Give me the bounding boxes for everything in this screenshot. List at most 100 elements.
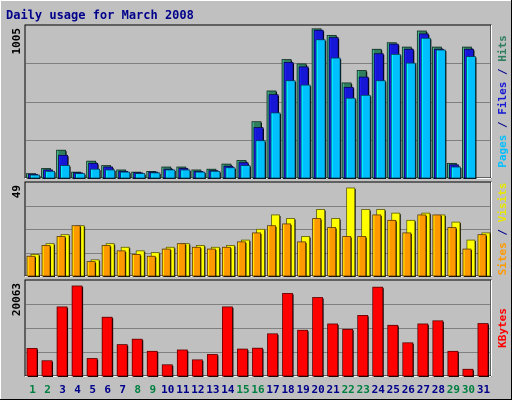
day-label-9: 9 (149, 383, 156, 396)
bar-pages-day-28 (435, 49, 447, 180)
day-label-15: 15 (236, 383, 249, 396)
day-label-23: 23 (357, 383, 370, 396)
bar-pages-day-2 (45, 171, 56, 179)
bar-kbytes-day-31 (477, 323, 489, 377)
day-label-30: 30 (462, 383, 475, 396)
bar-sites-day-8 (131, 254, 142, 277)
day-label-18: 18 (281, 383, 294, 396)
bar-sites-day-18 (282, 223, 292, 277)
bar-kbytes-day-22 (342, 328, 354, 377)
bar-kbytes-day-5 (86, 358, 99, 377)
panel-visits-sites: 49 Sites / Visits (10, 181, 509, 277)
bar-sites-day-11 (176, 243, 187, 277)
y-max-label: 49 (10, 185, 23, 198)
bar-kbytes-day-16 (252, 347, 264, 377)
bar-kbytes-day-19 (297, 329, 309, 377)
bar-sites-day-4 (71, 225, 82, 277)
y-max-label: 1005 (10, 28, 23, 55)
day-label-13: 13 (206, 383, 219, 396)
bar-pages-day-20 (315, 39, 327, 179)
bar-kbytes-day-29 (447, 350, 459, 377)
bar-pages-day-15 (240, 165, 251, 179)
bar-pages-day-12 (195, 171, 206, 179)
bar-kbytes-day-14 (222, 306, 234, 377)
bar-pages-day-13 (210, 171, 221, 179)
bar-kbytes-day-7 (116, 344, 129, 377)
bar-kbytes-day-27 (417, 323, 429, 377)
bar-sites-day-28 (432, 214, 442, 277)
bar-kbytes-day-21 (327, 323, 339, 377)
bar-pages-day-27 (420, 37, 432, 180)
bar-sites-day-20 (312, 218, 322, 277)
day-label-12: 12 (191, 383, 204, 396)
bar-kbytes-day-11 (176, 349, 189, 377)
bar-kbytes-day-2 (41, 360, 54, 377)
bar-kbytes-day-15 (237, 348, 249, 377)
bar-sites-day-6 (101, 245, 112, 277)
bar-kbytes-day-30 (462, 368, 474, 377)
bar-sites-day-14 (222, 246, 232, 277)
bar-pages-day-29 (451, 166, 462, 179)
bar-pages-day-18 (285, 80, 297, 179)
bar-pages-day-16 (255, 140, 266, 179)
panel-kbytes: 20063 KBytes (10, 279, 509, 377)
day-label-29: 29 (447, 383, 460, 396)
day-label-8: 8 (134, 383, 141, 396)
day-label-31: 31 (477, 383, 491, 396)
day-label-26: 26 (402, 383, 416, 396)
bar-kbytes-day-13 (206, 354, 219, 377)
day-label-2: 2 (44, 383, 51, 396)
day-label-7: 7 (119, 383, 126, 396)
day-label-16: 16 (251, 383, 265, 396)
day-label-28: 28 (432, 383, 445, 396)
bar-sites-day-22 (342, 236, 352, 277)
panel-pages-files-hits: 1005 Pages / Files / Hits (10, 24, 509, 180)
bar-kbytes-day-25 (387, 324, 399, 377)
bar-pages-day-5 (90, 168, 101, 179)
bar-sites-day-25 (387, 219, 397, 277)
bar-sites-day-2 (41, 245, 52, 277)
day-labels: 1 2 3 4 5 6 7 8 9 10 11 12 13 14 15 16 17 18 19 20 21 22 23 24 2… (29, 383, 490, 396)
bar-pages-day-7 (120, 171, 131, 179)
bar-sites-day-3 (56, 236, 67, 277)
day-label-17: 17 (266, 383, 279, 396)
bar-kbytes-day-20 (312, 297, 324, 377)
bar-sites-day-26 (402, 232, 412, 277)
bar-kbytes-day-12 (191, 359, 204, 377)
bar-kbytes-day-23 (357, 315, 369, 377)
bar-pages-day-1 (30, 174, 41, 179)
bar-pages-day-9 (150, 172, 161, 179)
bar-pages-day-25 (390, 54, 402, 179)
bar-pages-day-11 (180, 169, 191, 179)
day-label-10: 10 (161, 383, 174, 396)
bar-pages-day-21 (330, 57, 342, 179)
bar-kbytes-day-4 (71, 285, 84, 377)
bar-sites-day-24 (372, 214, 382, 277)
day-label-14: 14 (221, 383, 235, 396)
bar-sites-day-5 (86, 261, 97, 277)
bar-sites-day-12 (191, 246, 202, 277)
day-label-3: 3 (59, 383, 66, 396)
bar-kbytes-day-18 (282, 293, 294, 377)
chart-title: Daily usage for March 2008 (6, 8, 194, 22)
bar-pages-day-22 (345, 97, 357, 179)
bar-sites-day-30 (462, 248, 472, 277)
bar-kbytes-day-9 (146, 350, 159, 377)
bar-pages-day-6 (105, 169, 116, 179)
bar-sites-day-15 (237, 241, 247, 277)
series-legend: KBytes (496, 308, 509, 348)
bar-sites-day-31 (477, 234, 487, 277)
bar-sites-day-29 (447, 227, 457, 277)
bar-pages-day-19 (300, 84, 312, 179)
bar-kbytes-day-6 (101, 316, 114, 377)
bar-pages-day-30 (466, 56, 477, 179)
bar-kbytes-day-28 (432, 320, 444, 377)
bar-sites-day-27 (417, 214, 427, 277)
bar-sites-day-13 (206, 248, 217, 277)
bar-pages-day-24 (375, 80, 387, 179)
bar-pages-day-8 (135, 173, 146, 179)
bar-kbytes-day-26 (402, 342, 414, 377)
bar-sites-day-10 (161, 248, 172, 277)
bar-pages-day-26 (405, 62, 417, 179)
